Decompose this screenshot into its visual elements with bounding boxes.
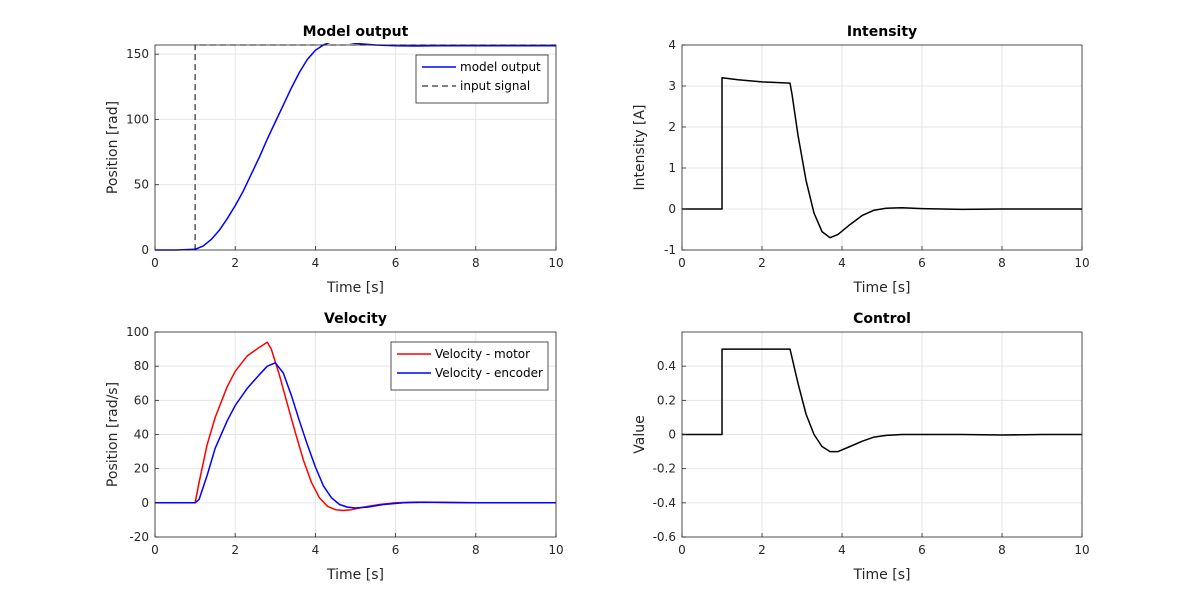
x-axis-label: Time [s] — [853, 567, 911, 583]
y-tick-label: 0 — [668, 428, 676, 442]
x-tick-label: 0 — [678, 543, 686, 557]
y-axis-label: Value — [632, 415, 648, 453]
y-tick-label: -0.2 — [653, 462, 676, 476]
x-tick-label: 6 — [918, 543, 926, 557]
x-tick-label: 2 — [758, 256, 766, 270]
chart-title: Velocity — [324, 311, 387, 327]
legend-box — [390, 341, 549, 391]
y-tick-label: 4 — [668, 38, 676, 52]
axes-box — [681, 44, 1083, 251]
legend-entry: Velocity - motor — [435, 347, 530, 361]
chart-title: Model output — [303, 24, 409, 40]
x-tick-label: 4 — [838, 256, 846, 270]
y-tick-label: 60 — [134, 393, 149, 407]
y-tick-label: 100 — [126, 325, 149, 339]
control-panel: 0 2 4 6 8 10 -0.6 -0.4 -0.2 0 0.2 0.4 Control Time [s… — [632, 311, 1090, 583]
x-tick-label: 10 — [548, 543, 563, 557]
y-tick-label: 150 — [126, 47, 149, 61]
y-tick-label: 40 — [134, 428, 149, 442]
y-tick-label: -0.4 — [653, 496, 676, 510]
legend-entry: model output — [460, 60, 541, 74]
legend-entry: Velocity - encoder — [435, 366, 543, 380]
x-tick-label: 8 — [472, 543, 480, 557]
legend: model output input signal — [415, 54, 549, 104]
x-tick-label: 4 — [312, 256, 320, 270]
axes-box — [154, 44, 557, 251]
y-tick-label: 100 — [126, 112, 149, 126]
chart-title: Intensity — [847, 24, 917, 40]
x-axis-label: Time [s] — [326, 567, 384, 583]
x-axis-label: Time [s] — [853, 280, 911, 296]
x-tick-label: 0 — [151, 543, 159, 557]
series-line-model-output — [155, 43, 556, 251]
y-tick-label: 2 — [668, 120, 676, 134]
y-tick-label: 0.4 — [657, 359, 676, 373]
x-tick-label: 6 — [918, 256, 926, 270]
series-line-velocity-encoder — [155, 362, 556, 509]
y-tick-label: 1 — [668, 161, 676, 175]
y-tick-label: 50 — [134, 178, 149, 192]
x-tick-label: 2 — [231, 256, 239, 270]
y-tick-label: 0 — [141, 243, 149, 257]
y-axis-label: Position [rad] — [105, 101, 121, 194]
x-tick-label: 8 — [998, 543, 1006, 557]
x-tick-label: 8 — [998, 256, 1006, 270]
y-tick-label: 0.2 — [657, 393, 676, 407]
y-tick-label: 0 — [668, 202, 676, 216]
x-tick-label: 0 — [151, 256, 159, 270]
legend-box — [415, 54, 549, 104]
series-line — [682, 348, 1082, 453]
y-tick-label: 20 — [134, 462, 149, 476]
x-axis-label: Time [s] — [326, 280, 384, 296]
y-tick-label: 80 — [134, 359, 149, 373]
y-tick-label: -20 — [129, 530, 149, 544]
x-tick-label: 6 — [392, 256, 400, 270]
y-axis-label: Intensity [A] — [632, 105, 648, 191]
x-tick-label: 0 — [678, 256, 686, 270]
x-tick-label: 8 — [472, 256, 480, 270]
x-tick-label: 2 — [231, 543, 239, 557]
y-tick-label: -1 — [664, 243, 676, 257]
y-tick-label: 3 — [668, 79, 676, 93]
x-tick-label: 6 — [392, 543, 400, 557]
x-tick-label: 4 — [838, 543, 846, 557]
x-tick-label: 10 — [1074, 256, 1089, 270]
series-line — [682, 77, 1082, 239]
x-tick-label: 2 — [758, 543, 766, 557]
plot-area — [682, 45, 1082, 250]
y-tick-label: 0 — [141, 496, 149, 510]
chart-title: Control — [853, 311, 911, 327]
y-axis-label: Position [rad/s] — [105, 382, 121, 487]
x-tick-label: 10 — [548, 256, 563, 270]
legend-entry: input signal — [460, 79, 530, 93]
x-tick-label: 10 — [1074, 543, 1089, 557]
y-tick-label: -0.6 — [653, 530, 676, 544]
x-tick-label: 4 — [312, 543, 320, 557]
legend: Velocity - motor Velocity - encoder — [390, 341, 549, 391]
